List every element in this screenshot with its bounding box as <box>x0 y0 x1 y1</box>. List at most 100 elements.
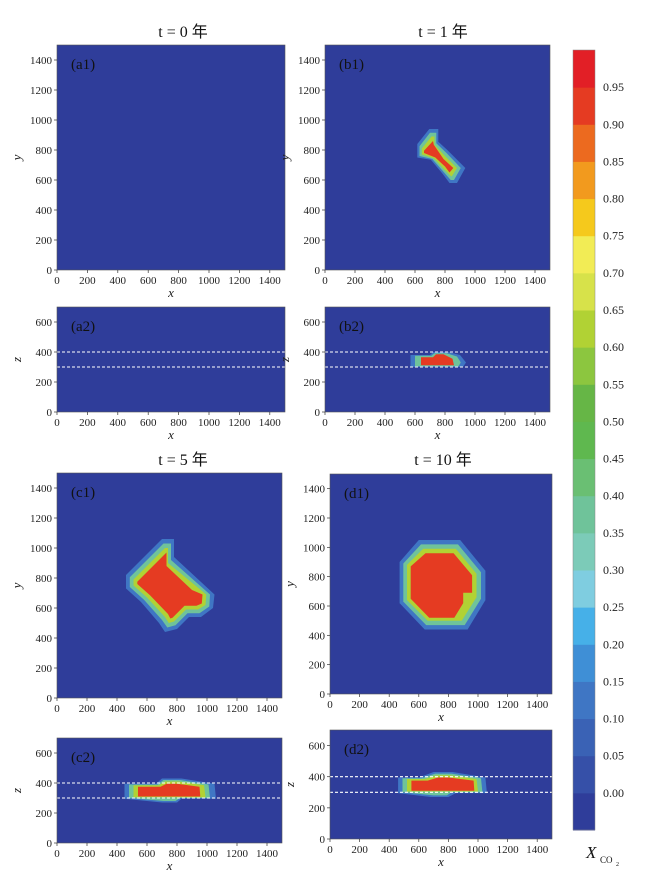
x-tick-label-d1-5: 1000 <box>467 699 490 711</box>
y-tick-label-d1-3: 600 <box>309 601 326 613</box>
x-tick-label-b2-6: 1200 <box>494 417 517 429</box>
x-tick-label-a2-2: 400 <box>110 417 127 429</box>
y-tick-label-c1-5: 1000 <box>30 543 53 555</box>
panel-a1: 0 200 400 600 800 1000 1200 1400 0 200 400 600 800 10… <box>9 23 286 300</box>
y-tick-label-b1-7: 1400 <box>298 55 321 67</box>
y-axis-label-b1: y <box>277 154 292 162</box>
colorbar-tick-label-15: 0.75 <box>603 229 624 243</box>
x-tick-label-d2-0: 0 <box>327 844 333 856</box>
y-tick-label-c1-3: 600 <box>36 603 53 615</box>
x-tick-label-d1-7: 1400 <box>526 699 549 711</box>
y-axis-label-d2: z <box>282 782 297 788</box>
x-tick-label-d2-4: 800 <box>440 844 457 856</box>
x-tick-label-c2-0: 0 <box>54 848 60 860</box>
x-tick-label-b1-1: 200 <box>347 275 364 287</box>
y-tick-label-d1-7: 1400 <box>303 484 326 496</box>
y-tick-label-c1-2: 400 <box>36 633 53 645</box>
y-tick-label-d1-0: 0 <box>320 689 326 701</box>
x-tick-label-a1-2: 400 <box>110 275 127 287</box>
plot-frame-c1 <box>56 472 283 699</box>
x-tick-label-b1-4: 800 <box>437 275 454 287</box>
panel-label-b1: (b1) <box>339 57 364 73</box>
plot-area-a1 <box>57 45 285 270</box>
x-tick-label-c2-7: 1400 <box>256 848 279 860</box>
plot-frame-b2 <box>324 306 551 413</box>
colorbar-segment-12 <box>573 347 595 385</box>
colorbar-segment-1 <box>573 755 595 794</box>
panel-c1: 0 200 400 600 800 1000 1200 1400 0 200 400 600 800 10… <box>9 451 283 728</box>
y-tick-label-d2-2: 400 <box>309 772 326 784</box>
colorbar-segment-0 <box>573 792 595 831</box>
y-tick-label-a2-2: 400 <box>36 347 53 359</box>
x-tick-label-b1-2: 400 <box>377 275 394 287</box>
y-tick-label-a2-3: 600 <box>36 317 53 329</box>
colorbar-frame <box>572 49 596 831</box>
y-tick-label-a1-6: 1200 <box>30 85 53 97</box>
colorbar-tick-label-11: 0.55 <box>603 377 624 391</box>
y-tick-label-d1-1: 200 <box>309 660 326 672</box>
x-axis-label-c2: x <box>166 858 173 873</box>
y-tick-label-b1-2: 400 <box>304 205 321 217</box>
time-title-d1: t = 10 年 <box>414 451 471 469</box>
x-tick-label-b2-7: 1400 <box>524 417 547 429</box>
y-tick-label-a2-0: 0 <box>47 407 53 419</box>
x-tick-label-a1-7: 1400 <box>259 275 282 287</box>
x-axis-label-a2: x <box>167 427 174 442</box>
x-tick-label-b1-7: 1400 <box>524 275 547 287</box>
x-tick-label-c2-6: 1200 <box>226 848 249 860</box>
x-tick-label-b2-2: 400 <box>377 417 394 429</box>
y-tick-label-a1-7: 1400 <box>30 55 53 67</box>
colorbar-tick-label-6: 0.30 <box>603 563 624 577</box>
plot-frame-a2 <box>56 306 286 413</box>
x-tick-label-c1-0: 0 <box>54 703 60 715</box>
colorbar-tick-label-3: 0.15 <box>603 674 624 688</box>
colorbar-segment-6 <box>573 570 595 608</box>
panel-label-d1: (d1) <box>344 486 369 502</box>
x-tick-label-d1-4: 800 <box>440 699 457 711</box>
plume-contour-c2-3 <box>138 783 201 797</box>
colorbar-tick-label-0: 0.00 <box>603 786 624 800</box>
colorbar-tick-label-4: 0.20 <box>603 637 624 651</box>
x-tick-label-c1-6: 1200 <box>226 703 249 715</box>
plot-frame-c2 <box>56 737 283 844</box>
x-tick-label-c2-2: 400 <box>109 848 126 860</box>
panel-a2: 0 200 400 600 800 1000 1200 1400 0 200 400 600 x z (a2… <box>9 306 286 442</box>
y-tick-label-b2-2: 400 <box>304 347 321 359</box>
y-tick-label-a1-5: 1000 <box>30 115 53 127</box>
x-axis-label-a1: x <box>167 285 174 300</box>
y-tick-label-c1-6: 1200 <box>30 513 53 525</box>
plume-contour-c1-3 <box>137 552 203 619</box>
y-tick-label-b1-4: 800 <box>304 145 321 157</box>
plume-contour-d2-3 <box>411 777 475 791</box>
x-tick-label-c2-3: 600 <box>139 848 156 860</box>
plot-frame-d2 <box>329 729 553 840</box>
y-tick-label-c1-4: 800 <box>36 573 53 585</box>
y-tick-label-b1-5: 1000 <box>298 115 321 127</box>
time-title-a1: t = 0 年 <box>158 23 207 41</box>
y-tick-label-d1-5: 1000 <box>303 542 326 554</box>
x-tick-label-d2-6: 1200 <box>497 844 520 856</box>
y-axis-label-a2: z <box>9 357 24 363</box>
colorbar-segment-20 <box>573 50 595 88</box>
colorbar-segment-17 <box>573 161 595 200</box>
colorbar-tick-label-7: 0.35 <box>603 526 624 540</box>
x-tick-label-c2-4: 800 <box>169 848 186 860</box>
colorbar-tick-label-18: 0.90 <box>603 117 624 131</box>
x-tick-label-b2-4: 800 <box>437 417 454 429</box>
colorbar-tick-label-2: 0.10 <box>603 712 624 726</box>
x-tick-label-b2-5: 1000 <box>464 417 487 429</box>
colorbar-tick-label-14: 0.70 <box>603 266 624 280</box>
y-tick-label-a1-0: 0 <box>47 265 53 277</box>
panel-b2: 0 200 400 600 800 1000 1200 1400 0 200 400 600 x z (b2… <box>277 306 551 442</box>
colorbar-segment-15 <box>573 235 595 274</box>
colorbar-segment-18 <box>573 124 595 162</box>
x-axis-label-d2: x <box>437 854 444 869</box>
x-tick-label-a2-3: 600 <box>140 417 157 429</box>
colorbar-tick-label-12: 0.60 <box>603 340 624 354</box>
colorbar-tick-label-16: 0.80 <box>603 192 624 206</box>
colorbar-segment-3 <box>573 681 595 720</box>
x-tick-label-a1-5: 1000 <box>198 275 221 287</box>
x-tick-label-d2-2: 400 <box>381 844 398 856</box>
colorbar-tick-label-10: 0.50 <box>603 414 624 428</box>
